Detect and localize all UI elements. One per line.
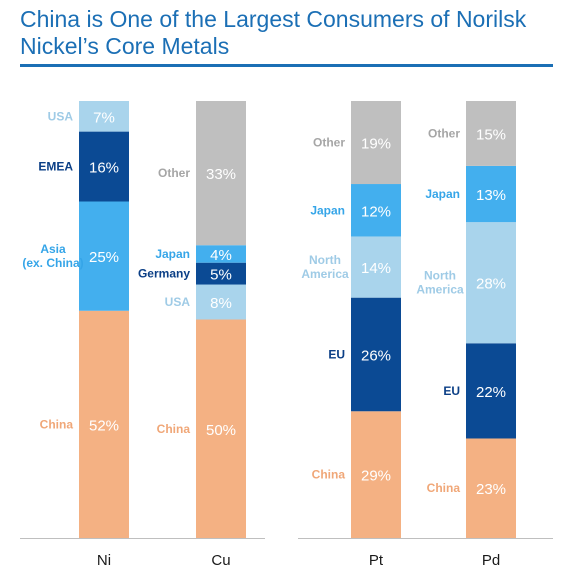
category-label-ni: Ni [97,552,111,569]
value-label-cu-germany: 5% [210,267,232,284]
value-label-cu-other: 33% [206,166,236,183]
bar-segment-pd-other [466,101,516,166]
bar-segment-pt-other [351,101,401,185]
value-label-pt-eu: 26% [361,347,391,364]
value-label-pt-other: 19% [361,136,391,153]
bar-segment-pt-eu [351,297,401,412]
value-label-pd-japan: 13% [476,187,506,204]
category-label-pd: Pd [482,552,500,569]
value-label-cu-japan: 4% [210,247,232,264]
bar-segment-pt-japan [351,184,401,237]
segment-label-pd-eu: EU [443,384,460,398]
segment-label-cu-japan: Japan [155,247,190,261]
bar-segment-pd-north-america [466,222,516,344]
bar-segment-cu-japan [196,245,246,263]
category-label-pt: Pt [369,552,384,569]
segment-label-pt-japan: Japan [310,203,345,217]
value-label-pt-japan: 12% [361,203,391,220]
bar-segment-pd-china [466,438,516,538]
bar-segment-ni-asia-ex-china [79,201,129,311]
bar-segment-cu-usa [196,284,246,320]
segment-label-pd-japan: Japan [425,187,460,201]
segment-label-cu-other: Other [158,166,190,180]
segment-label-cu-china: China [157,422,191,436]
segment-label-cu-germany: Germany [138,267,190,281]
segment-label-pt-eu: EU [328,347,345,361]
chart-title: China is One of the Largest Consumers of… [20,6,527,59]
bar-segment-pd-eu [466,343,516,439]
bar-segment-cu-china [196,319,246,538]
segment-label-pt-north-america: North America [301,253,349,281]
segment-label-pd-north-america: North America [416,269,464,297]
segment-label-pd-other: Other [428,126,460,140]
value-label-pd-other: 15% [476,126,506,143]
value-label-pt-china: 29% [361,468,391,485]
value-label-pd-eu: 22% [476,384,506,401]
bar-segment-ni-usa [79,101,129,132]
value-label-ni-asia-ex-china: 25% [89,249,119,266]
bar-segment-pt-north-america [351,236,401,298]
segment-label-pd-china: China [427,481,461,495]
value-label-pd-north-america: 28% [476,276,506,293]
value-label-ni-china: 52% [89,417,119,434]
title-rule [20,64,553,67]
segment-label-pt-other: Other [313,136,345,150]
segment-label-ni-china: China [40,417,74,431]
value-label-pd-china: 23% [476,481,506,498]
bar-segment-pd-japan [466,165,516,223]
segment-label-ni-usa: USA [48,109,74,123]
bar-segment-cu-other [196,101,246,246]
bar-segment-ni-china [79,310,129,538]
segment-label-pt-china: China [312,468,346,482]
segment-label-ni-asia-ex-china: Asia (ex. China) [22,242,83,270]
value-label-ni-emea: 16% [89,160,119,177]
value-label-cu-china: 50% [206,422,236,439]
segment-label-cu-usa: USA [165,295,191,309]
bar-segment-ni-emea [79,131,129,202]
bar-segment-pt-china [351,411,401,538]
bar-segment-cu-germany [196,262,246,285]
segment-label-ni-emea: EMEA [38,160,73,174]
category-label-cu: Cu [211,552,230,569]
value-label-cu-usa: 8% [210,295,232,312]
value-label-ni-usa: 7% [93,109,115,126]
value-label-pt-north-america: 14% [361,260,391,277]
